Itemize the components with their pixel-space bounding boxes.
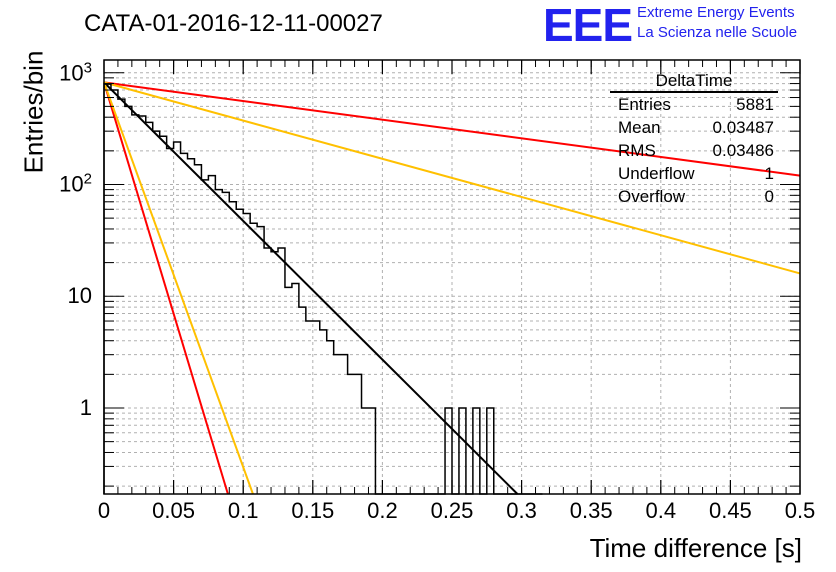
stats-row: Entries 5881 [610, 93, 778, 116]
y-tick-label: 1 [79, 394, 92, 420]
stats-value: 1 [764, 164, 774, 183]
x-tick-label: 0.5 [784, 498, 816, 523]
stats-label: Mean [618, 118, 661, 137]
x-tick-label: 0 [97, 498, 111, 523]
y-tick-label: 102 [59, 170, 92, 198]
fit-curves [103, 81, 801, 495]
x-tick-label: 0.2 [367, 498, 398, 523]
stats-rows: Entries 5881 Mean 0.03487 RMS 0.03486 Underflo… [610, 93, 778, 208]
logo-text-line1: Extreme Energy Events [637, 4, 795, 21]
y-tick-exponent: 3 [83, 59, 92, 77]
fit-line [103, 82, 229, 495]
logo-text-line2: La Scienza nelle Scuole [637, 24, 798, 41]
stats-row: Underflow 1 [610, 162, 778, 185]
stats-title: DeltaTime [610, 70, 778, 93]
y-axis-label: Entries/bin [18, 50, 49, 174]
stats-row: Overflow 0 [610, 185, 778, 208]
x-tick-label: 0.1 [227, 498, 259, 523]
stats-value: 0.03486 [712, 141, 774, 160]
stats-value: 0.03487 [712, 118, 774, 137]
y-tick-label: 103 [59, 59, 92, 86]
x-tick-label: 0.3 [506, 498, 537, 523]
x-tick-label: 0.15 [291, 498, 335, 523]
x-tick-label: 0.25 [430, 498, 474, 523]
stats-box: DeltaTime Entries 5881 Mean 0.03487 RMS 0.034… [610, 70, 778, 208]
chart-title: CATA-01-2016-12-11-00027 [84, 10, 383, 37]
stats-label: RMS [618, 141, 656, 160]
axis-ticks [103, 60, 801, 494]
stats-label: Entries [618, 95, 671, 114]
stats-row: Mean 0.03487 [610, 116, 778, 139]
fit-line [103, 82, 254, 495]
fit-line [103, 81, 801, 177]
fit-line [103, 81, 519, 495]
x-tick-label: 0.35 [569, 498, 613, 523]
eee-logo: EEE [543, 0, 633, 51]
x-tick-label: 0.4 [645, 498, 677, 523]
stats-row: RMS 0.03486 [610, 139, 778, 162]
plot-frame [103, 59, 801, 495]
x-tick-label: 0.45 [708, 498, 752, 523]
x-axis-label: Time difference [s] [589, 533, 802, 563]
stats-value: 0 [764, 187, 774, 206]
x-tick-label: 0.05 [152, 498, 196, 523]
stats-value: 5881 [736, 95, 774, 114]
stats-label: Overflow [618, 187, 686, 206]
histogram [103, 83, 543, 495]
y-tick-exponent: 2 [83, 170, 92, 188]
fit-line [103, 81, 801, 275]
y-tick-label: 10 [67, 283, 92, 309]
stats-label: Underflow [618, 164, 695, 183]
